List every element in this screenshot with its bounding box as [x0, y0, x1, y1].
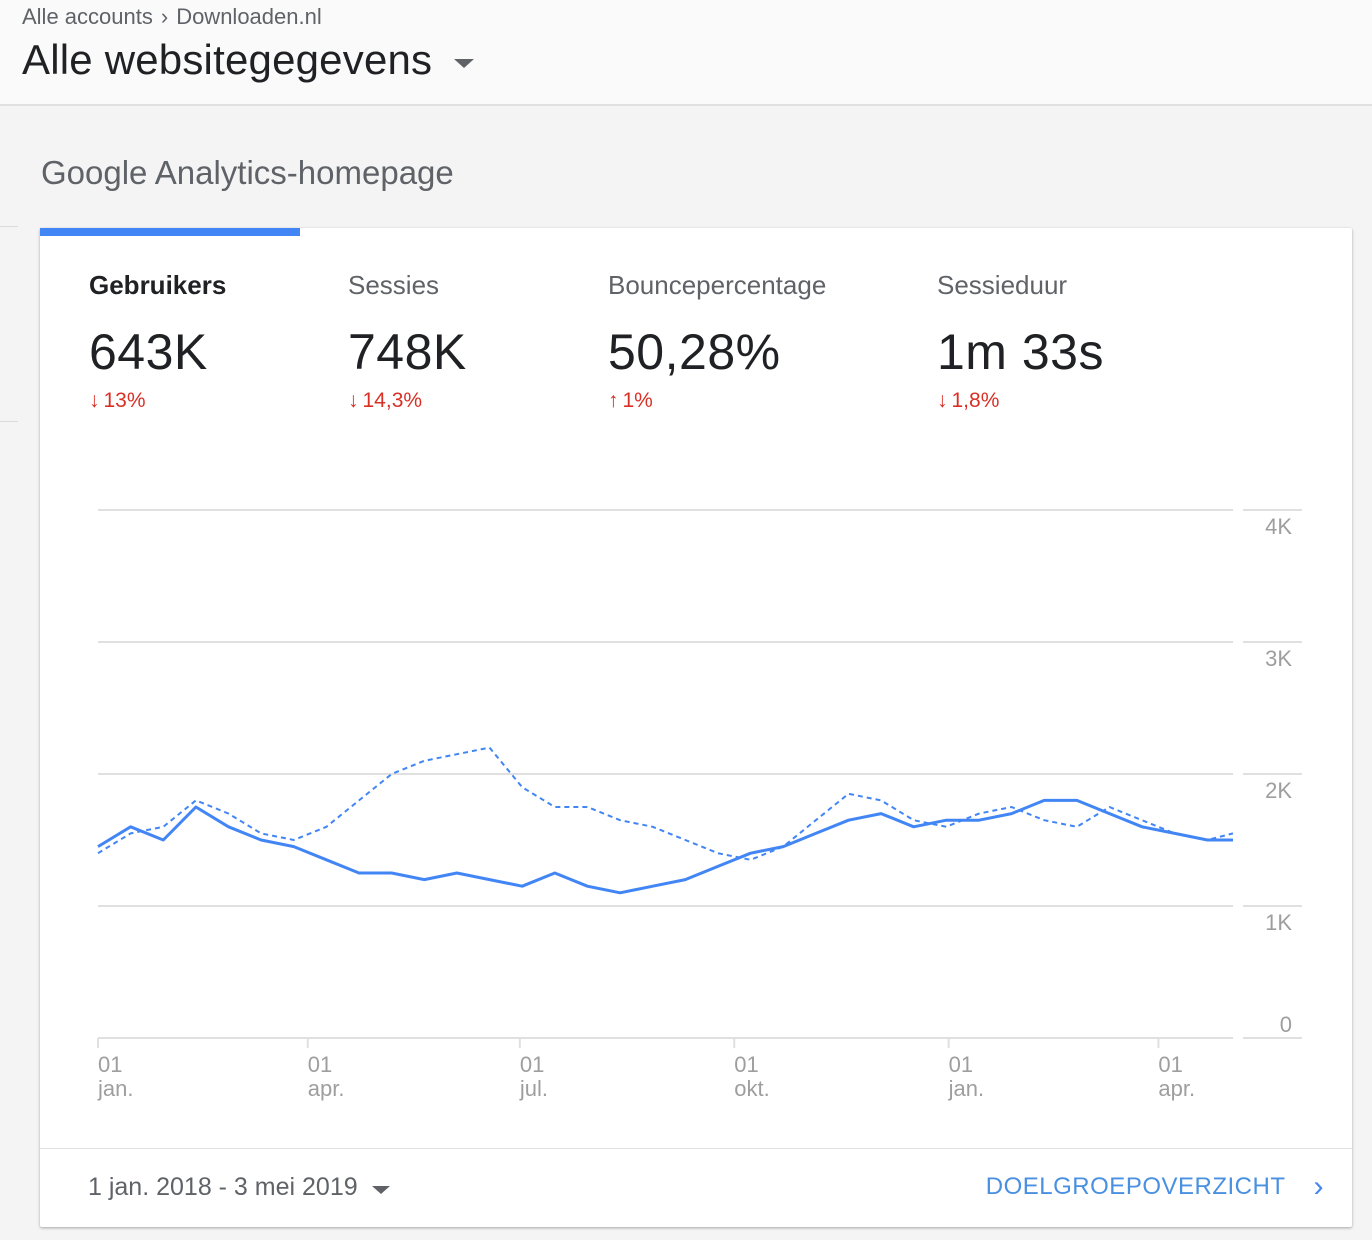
- breadcrumb: Alle accounts › Downloaden.nl: [22, 4, 322, 30]
- x-tick-day: 01: [98, 1052, 122, 1077]
- arrow-down-icon: ↓: [937, 389, 948, 412]
- x-tick-month: apr.: [308, 1076, 345, 1101]
- y-tick-label: 3K: [1265, 646, 1292, 671]
- x-tick-month: jan.: [948, 1076, 984, 1101]
- x-tick-month: jan.: [97, 1076, 133, 1101]
- left-panel-edge: [0, 226, 18, 422]
- metric-session-duration[interactable]: Sessieduur 1m 33s ↓ 1,8%: [937, 270, 1104, 413]
- metric-value: 643K: [89, 324, 208, 380]
- view-selector[interactable]: Alle websitegegevens: [22, 36, 475, 84]
- arrow-up-icon: ↑: [608, 389, 619, 412]
- section-title: Google Analytics-homepage: [41, 154, 454, 191]
- metric-label: Sessies: [348, 270, 440, 300]
- chevron-right-icon: ›: [160, 4, 169, 29]
- users-line-chart[interactable]: 01K2K3K4K01jan.01apr.01jul.01okt.01jan.0…: [40, 498, 1352, 1108]
- metric-label: Gebruikers: [89, 270, 227, 300]
- metric-value: 50,28%: [608, 324, 781, 380]
- comparison-series-line: [97, 746, 1234, 861]
- metric-label: Bouncepercentage: [608, 270, 827, 300]
- chevron-right-icon: ›: [1313, 1170, 1324, 1203]
- y-tick-label: 1K: [1265, 910, 1292, 935]
- arrow-drop-down-icon[interactable]: [454, 58, 475, 68]
- y-tick-label: 0: [1280, 1012, 1292, 1037]
- metric-users[interactable]: Gebruikers 643K ↓ 13%: [89, 270, 226, 413]
- header: Alle accounts › Downloaden.nl Alle websi…: [0, 0, 1372, 106]
- card-footer: 1 jan. 2018 - 3 mei 2019 DOELGROEPOVERZI…: [40, 1148, 1352, 1227]
- view-title[interactable]: Alle websitegegevens: [22, 36, 433, 83]
- metric-value: 748K: [348, 324, 467, 380]
- y-tick-label: 4K: [1265, 514, 1292, 539]
- overview-card: Gebruikers 643K ↓ 13% Sessies 748K ↓ 14,…: [40, 228, 1352, 1227]
- x-tick-month: okt.: [734, 1076, 769, 1101]
- x-tick-day: 01: [1158, 1052, 1182, 1077]
- x-tick-day: 01: [734, 1052, 758, 1077]
- metric-value: 1m 33s: [937, 324, 1104, 380]
- audience-overview-label: DOELGROEPOVERZICHT: [985, 1173, 1286, 1200]
- metric-sessions[interactable]: Sessies 748K ↓ 14,3%: [348, 270, 467, 413]
- x-tick-day: 01: [949, 1052, 973, 1077]
- metric-change-value: 1,8%: [951, 389, 1000, 412]
- metric-change: ↓ 14,3%: [348, 389, 467, 413]
- metric-change-value: 1%: [622, 389, 653, 412]
- breadcrumb-property[interactable]: Downloaden.nl: [176, 4, 322, 29]
- metric-change-value: 13%: [103, 389, 146, 412]
- x-tick-day: 01: [308, 1052, 332, 1077]
- arrow-down-icon: ↓: [348, 389, 359, 412]
- metric-change: ↓ 13%: [89, 389, 226, 413]
- metric-change: ↑ 1%: [608, 389, 826, 413]
- audience-overview-link[interactable]: DOELGROEPOVERZICHT ›: [985, 1170, 1324, 1203]
- primary-series-line: [97, 798, 1233, 895]
- date-range-selector[interactable]: 1 jan. 2018 - 3 mei 2019: [88, 1173, 390, 1202]
- x-tick-day: 01: [520, 1052, 544, 1077]
- date-range-label: 1 jan. 2018 - 3 mei 2019: [88, 1173, 358, 1201]
- x-tick-month: apr.: [1158, 1076, 1195, 1101]
- arrow-drop-down-icon: [371, 1185, 390, 1194]
- x-tick-month: jul.: [519, 1076, 548, 1101]
- breadcrumb-account[interactable]: Alle accounts: [22, 4, 153, 29]
- arrow-down-icon: ↓: [89, 389, 100, 412]
- metric-bounce-rate[interactable]: Bouncepercentage 50,28% ↑ 1%: [608, 270, 826, 413]
- active-tab-indicator: [40, 228, 300, 236]
- metric-label: Sessieduur: [937, 270, 1068, 300]
- y-tick-label: 2K: [1265, 778, 1292, 803]
- metric-change-value: 14,3%: [362, 389, 423, 412]
- metric-change: ↓ 1,8%: [937, 389, 1104, 413]
